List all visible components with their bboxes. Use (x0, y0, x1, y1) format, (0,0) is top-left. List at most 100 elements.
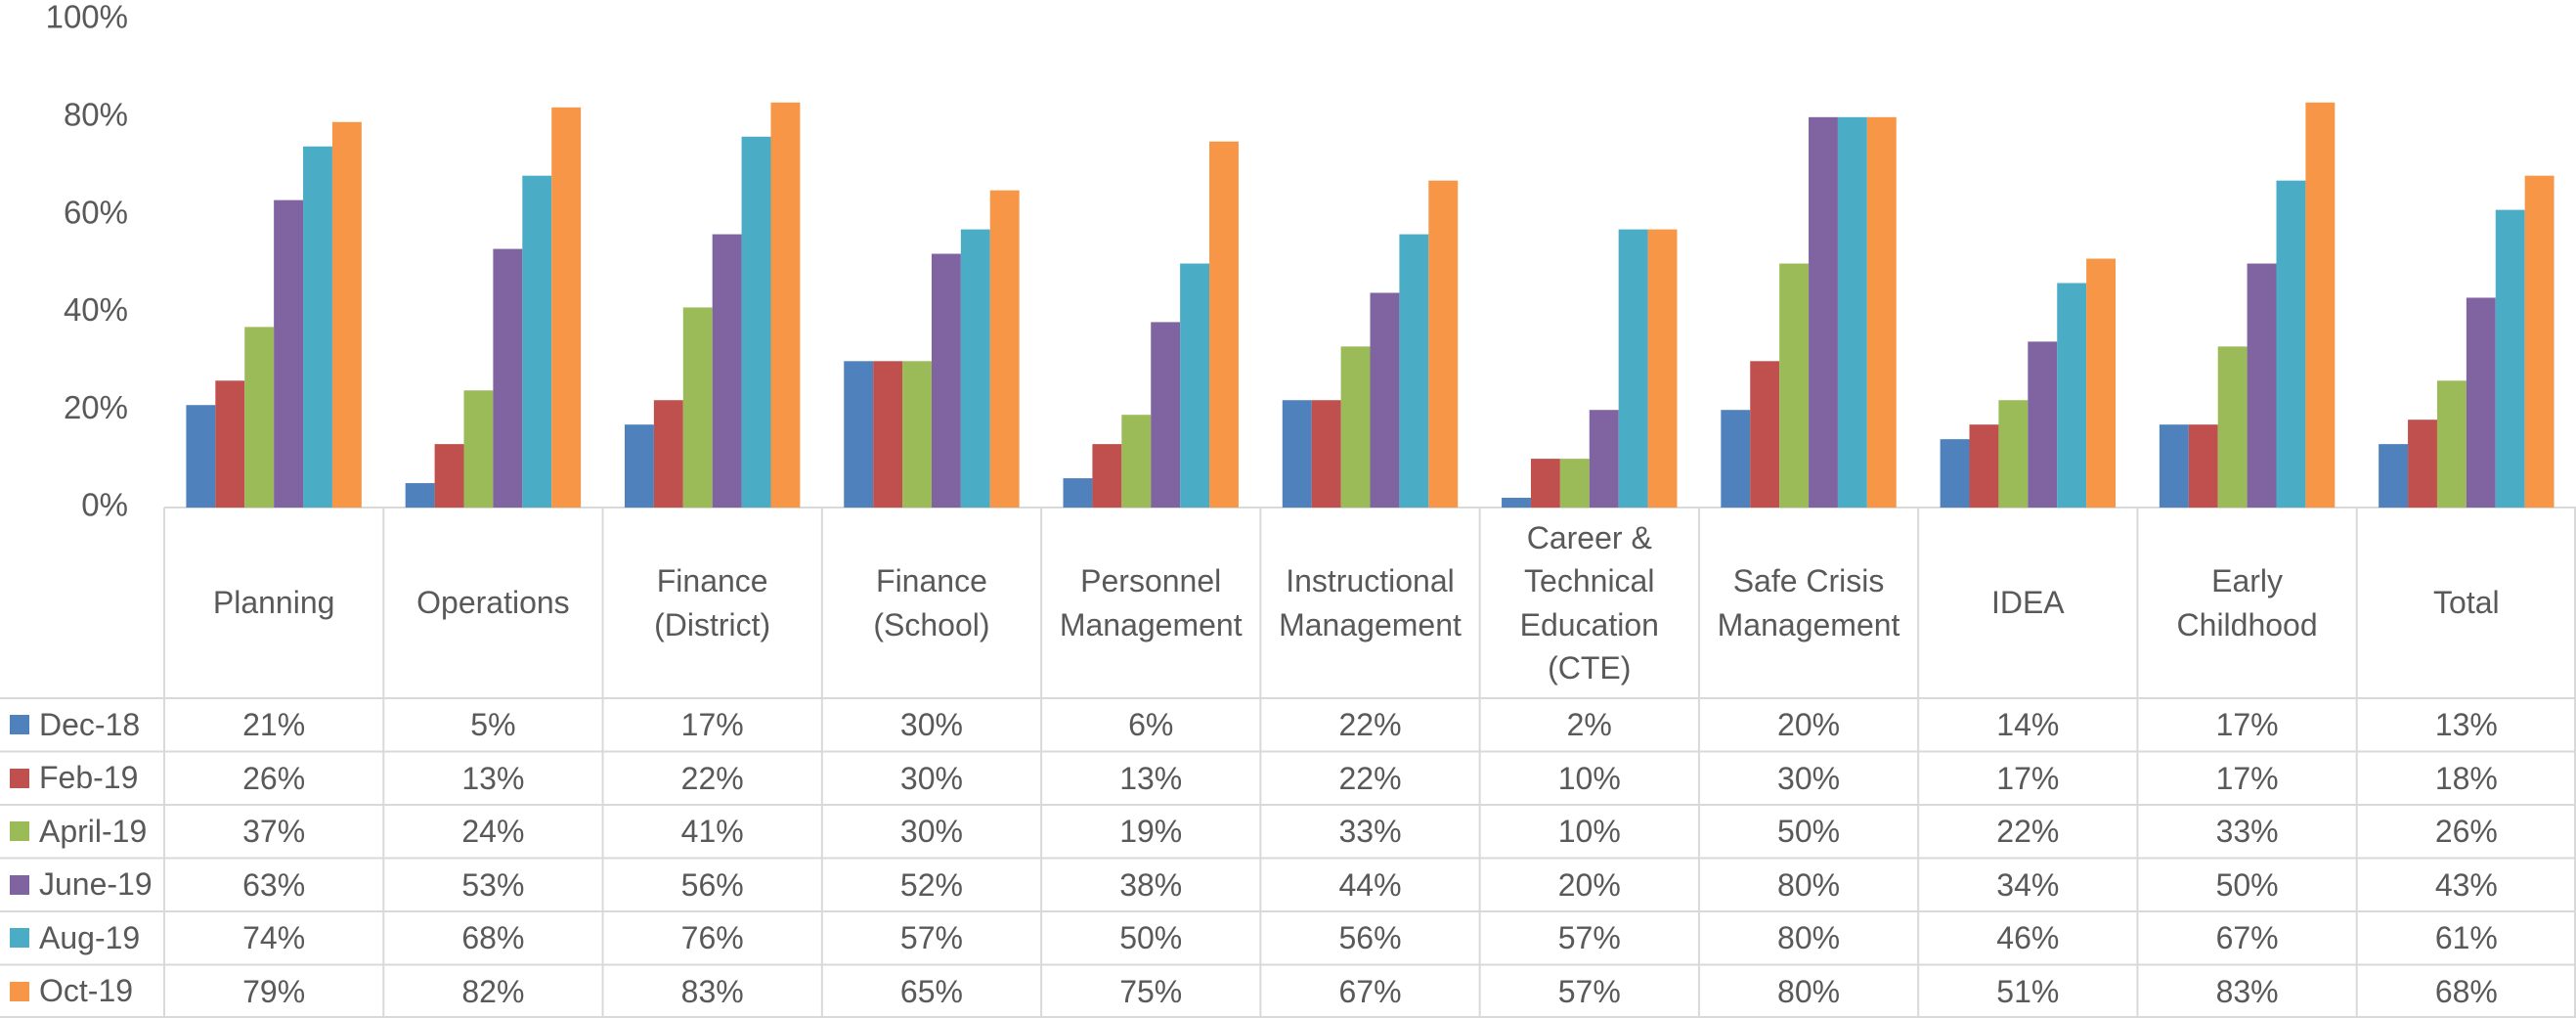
bar (1998, 400, 2029, 508)
bar (2436, 380, 2467, 508)
legend-entry: Aug-19 (0, 911, 164, 965)
table-value: 17% (680, 707, 744, 743)
bar (2379, 444, 2409, 508)
bar (741, 136, 771, 508)
bar (902, 361, 932, 508)
bar (493, 248, 523, 508)
table-value: 57% (1557, 920, 1621, 956)
category-label: Personnel Management (1059, 563, 1243, 642)
bar (989, 190, 1020, 508)
legend-label: Dec-18 (39, 706, 141, 742)
bar (1209, 141, 1239, 508)
bar (1063, 478, 1093, 508)
bar (1618, 229, 1648, 508)
bar (1779, 263, 1810, 508)
bar (844, 361, 874, 508)
bar (2028, 341, 2058, 508)
category-label: Early Childhood (2176, 563, 2318, 642)
legend-entry: April-19 (0, 805, 164, 859)
bar (1969, 424, 1999, 508)
bar (682, 307, 713, 508)
bar (274, 199, 304, 508)
legend-swatch (10, 981, 29, 1001)
table-value: 5% (470, 707, 516, 743)
legend-label: Oct-19 (39, 973, 134, 1009)
table-value: 61% (2434, 920, 2498, 956)
table-value: 80% (1777, 920, 1841, 956)
table-value: 79% (242, 973, 306, 1009)
bar (2305, 102, 2336, 508)
bar (1399, 234, 1429, 508)
bar (1647, 229, 1678, 508)
category-label: Finance (School) (873, 563, 990, 642)
table-value: 24% (461, 814, 525, 850)
table-value: 21% (242, 707, 306, 743)
bar (1311, 400, 1341, 508)
table-value: 53% (461, 866, 525, 903)
legend-entry: June-19 (0, 859, 164, 912)
bar (2524, 175, 2554, 508)
table-value: 13% (1119, 760, 1183, 796)
bar (2086, 258, 2117, 508)
bar (2217, 346, 2248, 508)
legend-swatch (10, 821, 29, 842)
table-value: 30% (899, 707, 963, 743)
y-tick-label: 20% (64, 389, 128, 425)
bar (1589, 410, 1619, 508)
bar (2188, 424, 2218, 508)
table-value: 22% (1996, 814, 2060, 850)
bar (1502, 498, 1531, 508)
y-tick-label: 100% (46, 0, 128, 35)
category-label: Career & Technical Education (CTE) (1519, 520, 1659, 686)
bar (2057, 283, 2087, 508)
bar (186, 405, 216, 508)
table-value: 75% (1119, 973, 1183, 1009)
bar (1092, 444, 1122, 508)
bar (624, 424, 654, 508)
category-label: Instructional Management (1279, 563, 1462, 642)
legend-entry: Feb-19 (0, 752, 164, 806)
legend-swatch (10, 874, 29, 895)
category-label: Total (2433, 585, 2500, 621)
bar (1809, 116, 1838, 509)
legend-swatch (10, 715, 29, 735)
legend-label: Feb-19 (39, 760, 139, 796)
table-value: 67% (1338, 973, 1402, 1009)
table-value: 57% (1557, 973, 1621, 1009)
table-value: 38% (1119, 866, 1183, 903)
bar (522, 175, 552, 508)
bar (2159, 424, 2189, 508)
category-label: Planning (212, 585, 335, 621)
table-value: 13% (2434, 707, 2498, 743)
table-value: 19% (1119, 814, 1183, 850)
table-value: 26% (2434, 814, 2498, 850)
bar (215, 380, 245, 508)
bar (1940, 439, 1970, 508)
bar (1750, 361, 1780, 508)
table-value: 34% (1996, 866, 2060, 903)
legend-swatch (10, 768, 29, 788)
table-value: 37% (242, 814, 306, 850)
table-value: 65% (899, 973, 963, 1009)
legend-label: Aug-19 (39, 919, 141, 955)
table-value: 6% (1128, 707, 1174, 743)
table-value: 43% (2434, 866, 2498, 903)
table-value: 76% (680, 920, 744, 956)
table-value: 22% (1338, 760, 1402, 796)
bar (2495, 209, 2525, 509)
table-value: 26% (242, 760, 306, 796)
bar (434, 444, 464, 508)
bar (653, 400, 683, 508)
bar (2466, 297, 2496, 508)
table-value: 50% (1777, 814, 1841, 850)
table-value: 30% (899, 814, 963, 850)
bar (1837, 116, 1867, 509)
table-value: 80% (1777, 866, 1841, 903)
table-value: 56% (680, 866, 744, 903)
bar (1559, 459, 1590, 508)
y-tick-label: 40% (64, 291, 128, 328)
table-value: 41% (680, 814, 744, 850)
table-value: 46% (1996, 920, 2060, 956)
